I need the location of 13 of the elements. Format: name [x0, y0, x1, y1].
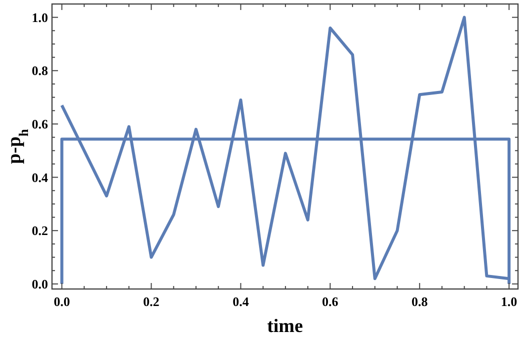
- y-tick-label: 0.0: [32, 276, 48, 292]
- y-tick-label: 0.4: [32, 170, 48, 185]
- y-tick-label: 0.2: [32, 223, 48, 238]
- x-axis-title: time: [267, 316, 303, 337]
- y-tick-label: 0.8: [32, 63, 48, 78]
- x-tick-label: 0.6: [322, 294, 339, 309]
- x-tick-label: 0.0: [54, 294, 70, 309]
- x-tick-label: 0.8: [411, 294, 428, 309]
- x-tick-label: 1.0: [500, 294, 518, 309]
- x-tick-label: 0.2: [143, 294, 160, 309]
- x-tick-label: 0.4: [232, 294, 250, 309]
- y-tick-label: 1.0: [32, 10, 48, 25]
- y-tick-label: 0.6: [32, 116, 48, 132]
